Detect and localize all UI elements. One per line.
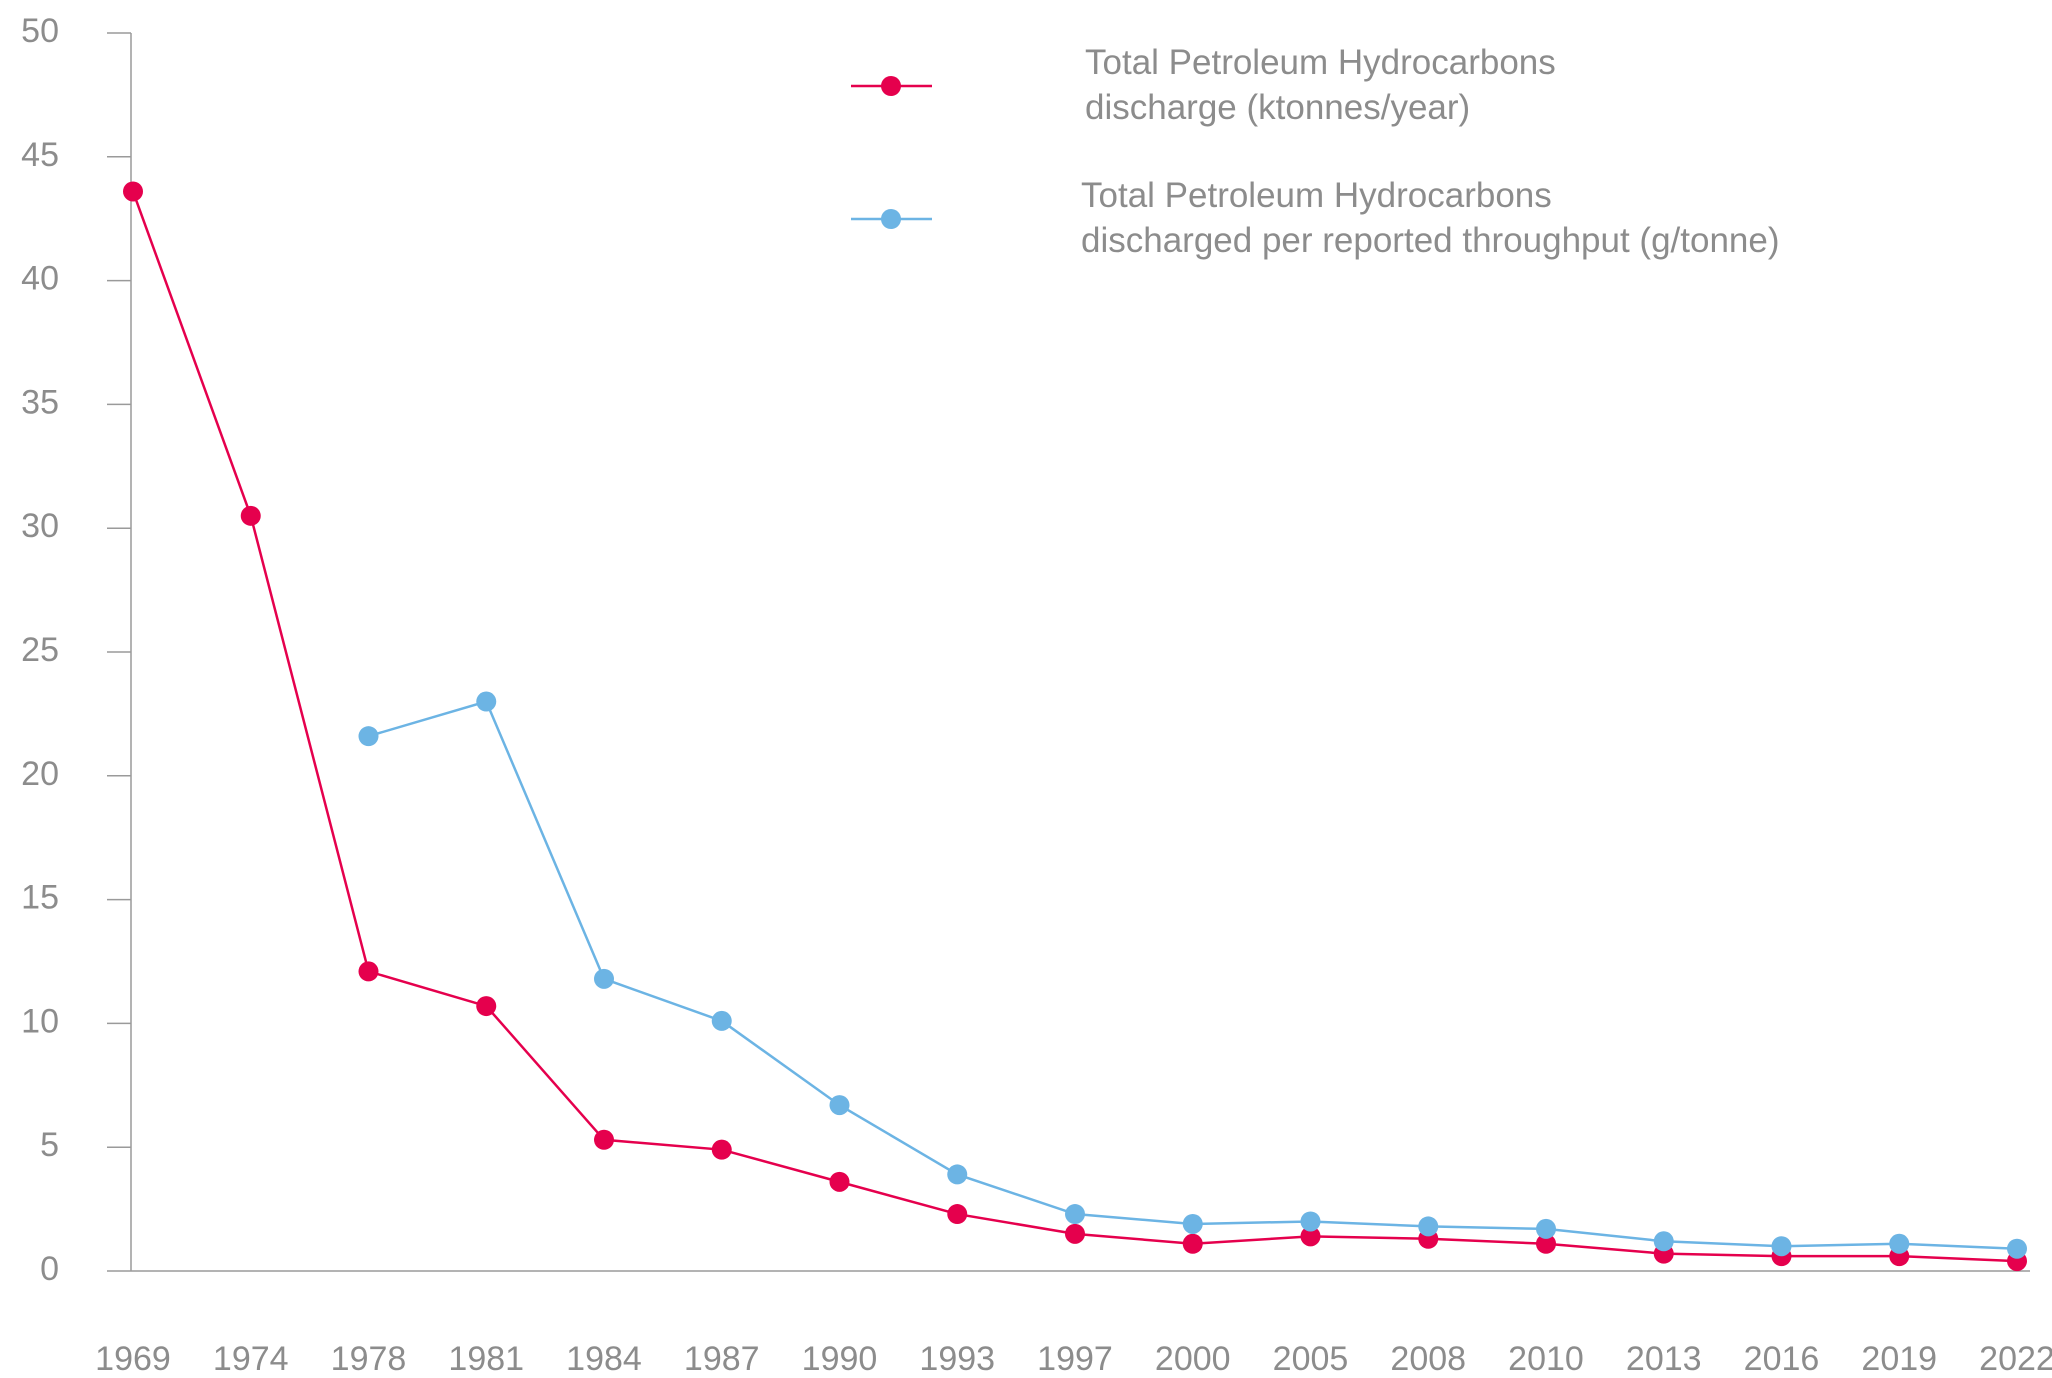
data-point xyxy=(240,505,261,526)
data-point xyxy=(594,968,614,989)
data-point xyxy=(829,1095,850,1116)
x-tick-label: 2019 xyxy=(1861,1340,1937,1378)
data-point xyxy=(476,691,497,712)
data-point xyxy=(1536,1218,1556,1239)
x-tick-label: 1984 xyxy=(566,1340,642,1378)
x-tick-label: 1993 xyxy=(919,1340,995,1378)
x-tick-label: 2005 xyxy=(1273,1340,1349,1378)
data-point xyxy=(2007,1238,2027,1259)
data-point xyxy=(1536,1233,1556,1254)
x-tick-label: 1981 xyxy=(448,1340,524,1378)
y-tick-label: 10 xyxy=(21,1002,59,1040)
data-point xyxy=(711,1139,732,1160)
data-point xyxy=(829,1171,850,1192)
data-point xyxy=(1065,1204,1085,1225)
data-point xyxy=(711,1010,732,1031)
x-tick-label: 1990 xyxy=(802,1340,878,1378)
series-line xyxy=(131,191,2018,1263)
data-point xyxy=(358,726,379,747)
y-tick-label: 35 xyxy=(21,383,59,421)
y-tick-label: 25 xyxy=(21,631,59,669)
x-tick-label: 1987 xyxy=(684,1340,760,1378)
legend-label: Total Petroleum Hydrocarbons discharged … xyxy=(1081,176,1780,260)
x-tick-label: 2016 xyxy=(1744,1340,1820,1378)
y-tick-label: 40 xyxy=(21,260,59,298)
x-tick-label: 2010 xyxy=(1508,1340,1584,1378)
data-point xyxy=(358,961,379,982)
series-line xyxy=(368,700,2018,1250)
data-point xyxy=(1300,1211,1321,1232)
y-tick-label: 0 xyxy=(40,1250,59,1288)
data-point xyxy=(1418,1216,1439,1237)
x-tick-label: 1997 xyxy=(1037,1340,1113,1378)
y-tick-label: 45 xyxy=(21,136,59,174)
legend-marker xyxy=(881,76,901,96)
data-point xyxy=(1889,1233,1910,1254)
data-point xyxy=(123,181,143,202)
y-tick-label: 50 xyxy=(21,12,59,50)
x-tick-label: 2022 xyxy=(1979,1340,2052,1378)
y-tick-label: 20 xyxy=(21,755,59,793)
x-tick-label: 1974 xyxy=(213,1340,289,1378)
legend-label: Total Petroleum Hydrocarbons discharge (… xyxy=(1085,43,1556,127)
y-tick-label: 30 xyxy=(21,507,59,545)
y-tick-label: 5 xyxy=(40,1126,59,1164)
data-point xyxy=(1065,1223,1085,1244)
data-point xyxy=(1182,1213,1203,1234)
data-point xyxy=(1771,1236,1792,1257)
x-tick-label: 1978 xyxy=(331,1340,407,1378)
data-point xyxy=(476,996,497,1017)
data-point xyxy=(947,1204,968,1225)
x-tick-label: 2000 xyxy=(1155,1340,1231,1378)
legend-marker xyxy=(881,209,901,229)
data-point xyxy=(947,1164,968,1185)
x-tick-label: 2013 xyxy=(1626,1340,1702,1378)
data-point xyxy=(1300,1226,1321,1247)
x-tick-label: 2008 xyxy=(1390,1340,1466,1378)
data-point xyxy=(1182,1233,1203,1254)
data-point xyxy=(594,1129,614,1150)
data-point xyxy=(1653,1231,1674,1252)
y-tick-label: 15 xyxy=(21,879,59,917)
x-tick-label: 1969 xyxy=(95,1340,171,1378)
